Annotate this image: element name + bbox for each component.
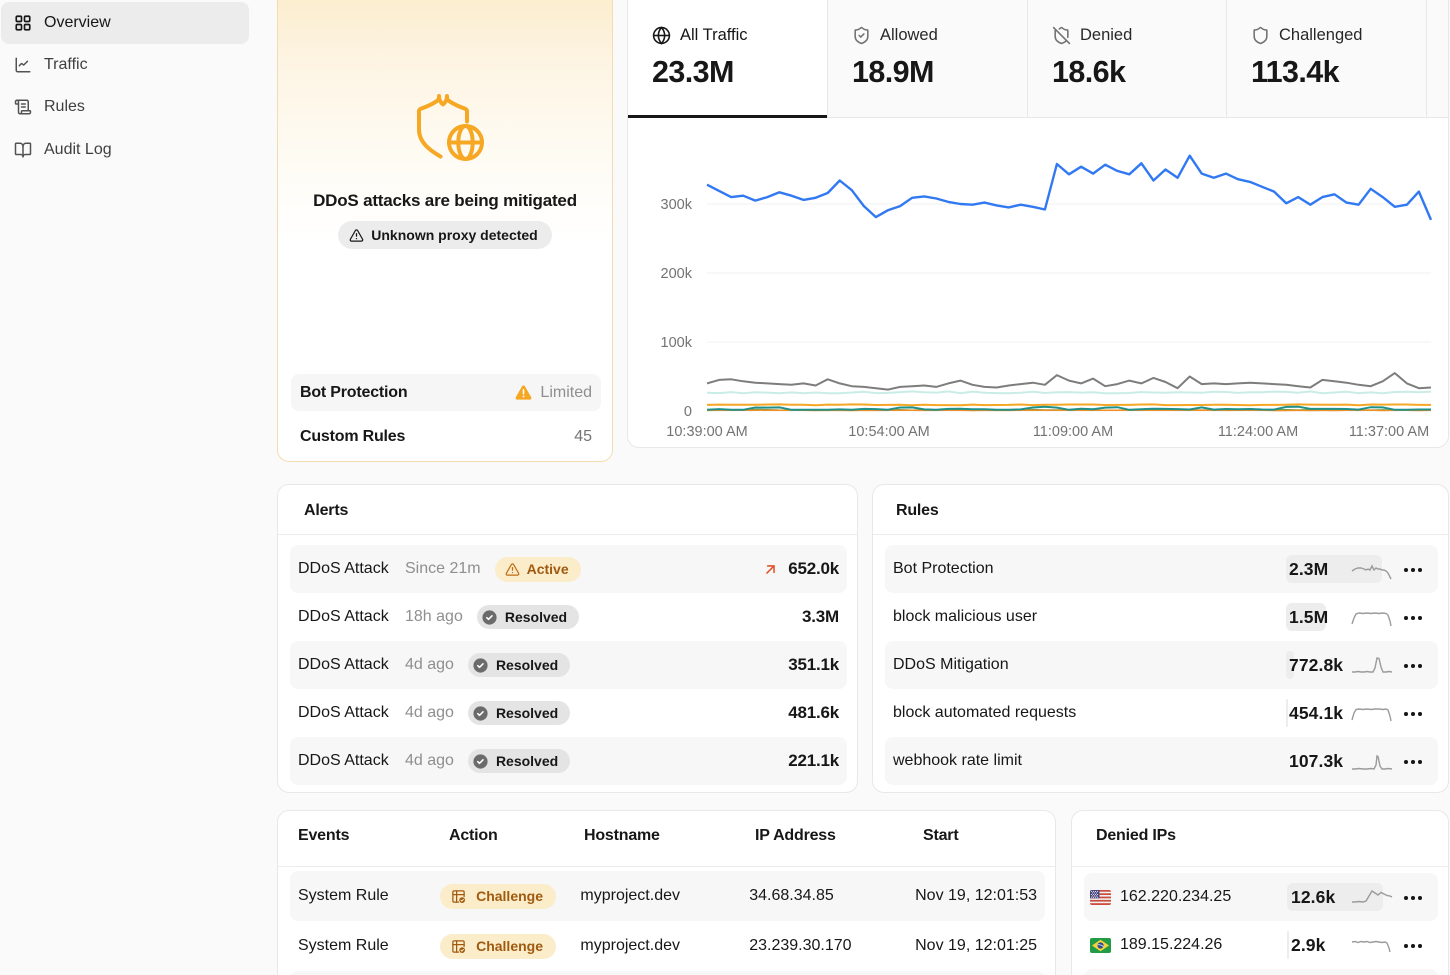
svg-text:100k: 100k [661, 335, 693, 351]
svg-text:200k: 200k [661, 266, 693, 282]
svg-text:300k: 300k [661, 197, 693, 213]
svg-text:10:54:00 AM: 10:54:00 AM [848, 424, 929, 440]
svg-text:0: 0 [684, 404, 692, 420]
svg-text:10:39:00 AM: 10:39:00 AM [666, 424, 747, 440]
svg-text:11:37:00 AM: 11:37:00 AM [1349, 424, 1429, 440]
svg-text:11:09:00 AM: 11:09:00 AM [1033, 424, 1113, 440]
svg-text:11:24:00 AM: 11:24:00 AM [1218, 424, 1298, 440]
